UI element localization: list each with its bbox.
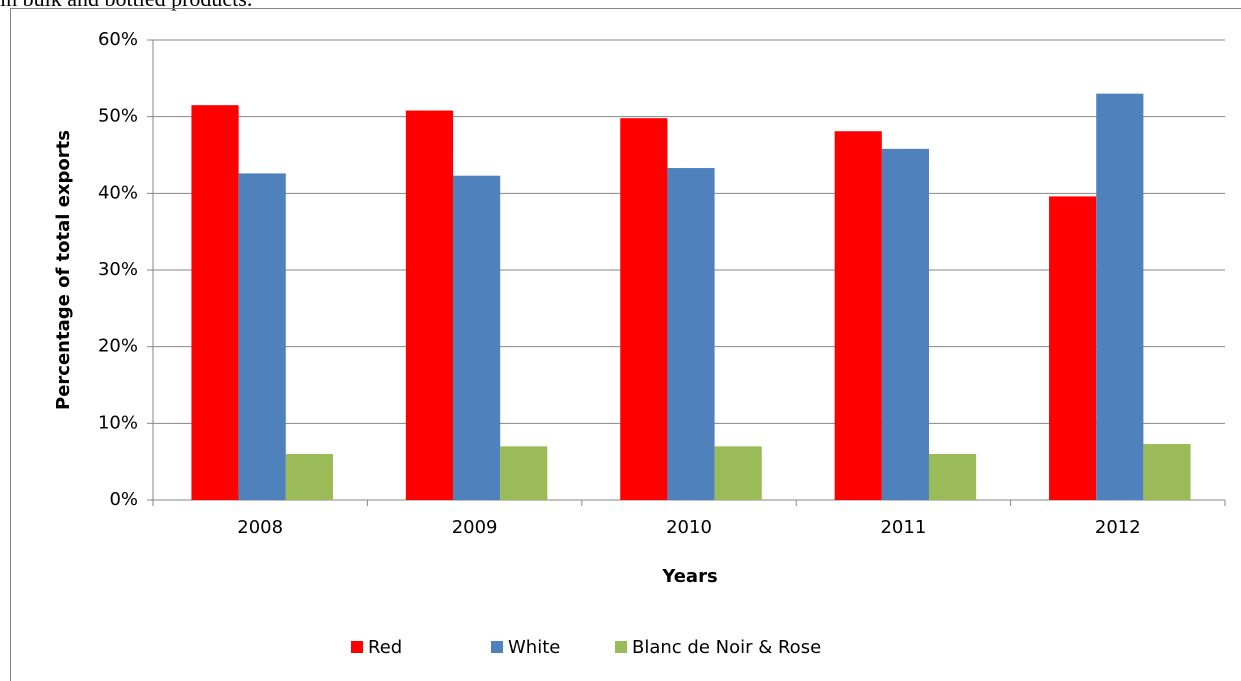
y-tick-label: 10% xyxy=(98,412,138,433)
bar xyxy=(834,131,882,500)
legend-label: White xyxy=(508,637,560,658)
page-text: in bulk and bottled products. xyxy=(0,0,252,12)
y-tick-label: 30% xyxy=(98,259,138,280)
y-tick-label: 20% xyxy=(98,336,138,357)
bar xyxy=(405,110,454,501)
bar xyxy=(285,454,333,500)
y-tick-label: 0% xyxy=(109,489,138,510)
x-tick-label: 2008 xyxy=(237,517,283,538)
y-axis-title: Percentage of total exports xyxy=(53,130,74,410)
legend-swatch xyxy=(615,641,627,653)
x-tick-label: 2011 xyxy=(880,517,926,538)
x-tick-label: 2009 xyxy=(452,517,498,538)
y-tick-label: 40% xyxy=(98,182,138,203)
y-tick-label: 50% xyxy=(98,106,138,127)
x-tick-label: 2012 xyxy=(1095,517,1141,538)
bar xyxy=(1096,93,1144,501)
legend-label: Red xyxy=(368,637,402,658)
x-tick-label: 2010 xyxy=(666,517,712,538)
legend-swatch xyxy=(491,641,503,653)
y-tick-label: 60% xyxy=(98,29,138,50)
bar xyxy=(238,173,286,500)
bar xyxy=(928,454,977,500)
bar xyxy=(500,446,548,500)
legend-swatch xyxy=(351,641,363,653)
bar xyxy=(191,105,239,501)
legend-label: Blanc de Noir & Rose xyxy=(632,637,821,658)
bar xyxy=(881,148,929,500)
bar xyxy=(667,168,715,501)
x-axis-title: Years xyxy=(661,566,717,587)
bar xyxy=(453,175,501,500)
bar xyxy=(620,118,668,500)
chart-frame xyxy=(10,8,1241,681)
bar xyxy=(1143,444,1191,500)
bar xyxy=(714,446,762,500)
bar xyxy=(1049,196,1097,500)
